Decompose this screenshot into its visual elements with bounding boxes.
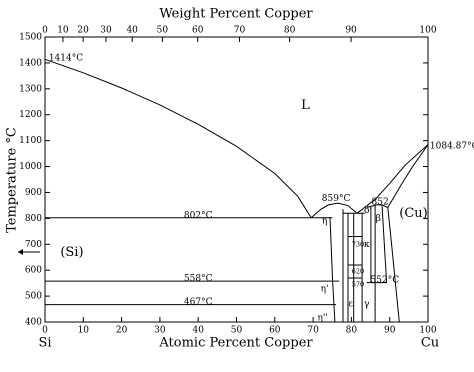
y-tick-label: 1000 [19, 162, 42, 172]
annotation: 570 [352, 280, 364, 288]
y-tick-label: 1300 [19, 84, 42, 94]
phase-boundary [387, 144, 429, 208]
annotation: (Cu) [399, 206, 427, 221]
annotation: 620 [352, 267, 364, 275]
x2-tick-label: 0 [42, 26, 48, 36]
annotation: 1084.87°C [430, 141, 474, 151]
annotation: η'' [318, 314, 328, 324]
y-tick-label: 1200 [19, 110, 42, 120]
phase-boundary [329, 217, 336, 323]
x-tick-label: 30 [154, 326, 166, 336]
y-axis-title: Temperature °C [5, 127, 20, 233]
annotation: η [322, 216, 327, 226]
phase-boundary [44, 58, 312, 219]
x2-tick-label: 40 [126, 26, 138, 36]
x2-tick-label: 50 [157, 26, 169, 36]
x2-tick-label: 60 [192, 26, 204, 36]
left-element: Si [38, 336, 51, 351]
y-tick-label: 900 [25, 188, 42, 198]
y-tick-label: 1400 [19, 58, 42, 68]
annotation: 467°C [184, 298, 213, 308]
x-axis-title: Atomic Percent Copper [158, 336, 313, 351]
y-tick-label: 700 [25, 240, 42, 250]
annotation: L [301, 98, 310, 113]
annotation: 852 [372, 197, 389, 207]
x2-tick-label: 10 [57, 26, 69, 36]
annotation: κ [364, 240, 370, 250]
x2-tick-label: 100 [419, 26, 436, 36]
y-tick-label: 600 [25, 266, 42, 276]
x2-tick-label: 30 [100, 26, 112, 36]
x2-tick-label: 80 [284, 26, 296, 36]
arrow-head [18, 249, 23, 255]
x2-tick-label: 70 [234, 26, 246, 36]
y-tick-label: 400 [25, 318, 42, 328]
annotation: 552°C [371, 276, 400, 286]
x-tick-label: 0 [42, 326, 48, 336]
phase-boundary [366, 204, 389, 208]
x-tick-label: 60 [269, 326, 281, 336]
phase-boundary [310, 202, 358, 219]
annotation: 859°C [322, 194, 351, 204]
annotation: 730 [352, 240, 364, 248]
right-element: Cu [421, 336, 439, 351]
annotation: ε [348, 299, 353, 309]
x-tick-label: 70 [307, 326, 319, 336]
phase-boundary [356, 144, 429, 214]
x-tick-label: 50 [231, 326, 243, 336]
y-tick-label: 500 [25, 292, 42, 302]
x-tick-label: 90 [384, 326, 396, 336]
y-tick-label: 1100 [19, 136, 42, 146]
x2-tick-label: 90 [345, 26, 357, 36]
annotation: δ [364, 206, 369, 216]
x2-tick-label: 20 [77, 26, 89, 36]
annotation: β [376, 214, 381, 224]
annotation: γ [364, 299, 369, 309]
annotation: (Si) [60, 245, 83, 260]
x-tick-label: 10 [78, 326, 90, 336]
phase-boundary [387, 207, 400, 323]
annotation: 1414°C [49, 54, 83, 64]
y-tick-label: 800 [25, 214, 42, 224]
x-tick-label: 20 [116, 326, 128, 336]
x-tick-label: 40 [192, 326, 204, 336]
annotation: 558°C [184, 274, 213, 284]
x-tick-label: 80 [346, 326, 358, 336]
y-tick-label: 1500 [19, 33, 42, 43]
phase-boundary [381, 204, 388, 283]
annotation: 802°C [184, 211, 213, 221]
annotation: η' [321, 285, 329, 295]
x-tick-label: 100 [419, 326, 436, 336]
x2-axis-title: Weight Percent Copper [159, 7, 313, 22]
